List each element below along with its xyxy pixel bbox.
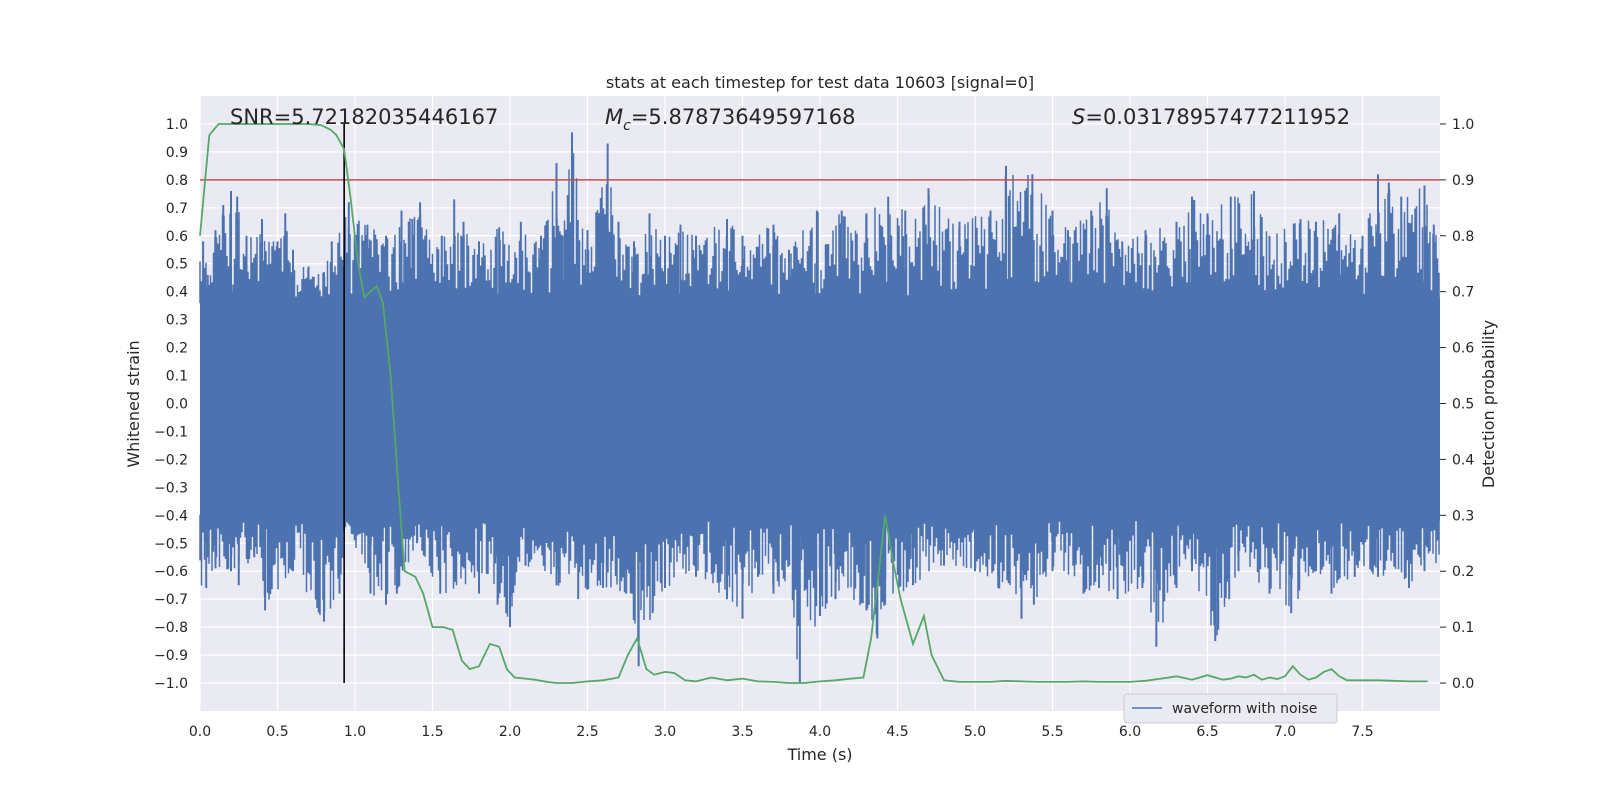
y-tick-label: 0.0 bbox=[166, 397, 188, 413]
waveform-series bbox=[199, 132, 1440, 684]
x-tick-label: 3.5 bbox=[731, 724, 753, 740]
legend-label: waveform with noise bbox=[1172, 701, 1317, 717]
y-tick-label: 0.6 bbox=[166, 229, 188, 245]
chirp-mass-annotation: Mc=5.87873649597168 bbox=[605, 105, 856, 134]
y-tick-label: 0.2 bbox=[166, 341, 188, 357]
y-tick-label: 0.5 bbox=[166, 257, 188, 273]
y2-tick-label: 0.9 bbox=[1452, 173, 1474, 189]
s-value: =0.03178957477211952 bbox=[1085, 105, 1350, 129]
y-tick-label: 0.4 bbox=[166, 285, 188, 301]
y2-tick-label: 0.1 bbox=[1452, 620, 1474, 636]
x-tick-label: 1.0 bbox=[344, 724, 366, 740]
legend: waveform with noise bbox=[1123, 693, 1338, 724]
y2-tick-label: 0.8 bbox=[1452, 229, 1474, 245]
x-tick-label: 4.0 bbox=[809, 724, 831, 740]
y-axis-label: Whitened strain bbox=[124, 340, 143, 467]
y-tick-label: 0.8 bbox=[166, 173, 188, 189]
y2-tick-label: 0.5 bbox=[1452, 397, 1474, 413]
y2-tick-label: 0.6 bbox=[1452, 341, 1474, 357]
y2-tick-label: 1.0 bbox=[1452, 117, 1474, 133]
s-symbol: S bbox=[1072, 105, 1085, 129]
y-tick-label: −0.3 bbox=[154, 480, 188, 496]
snr-annotation: SNR=5.72182035446167 bbox=[230, 105, 498, 129]
y-tick-label: 0.1 bbox=[166, 369, 188, 385]
y-tick-label: 0.9 bbox=[166, 145, 188, 161]
x-axis-label: Time (s) bbox=[786, 745, 852, 764]
x-tick-label: 0.0 bbox=[189, 724, 211, 740]
y2-axis-label: Detection probability bbox=[1479, 320, 1498, 488]
y-tick-label: −1.0 bbox=[154, 676, 188, 692]
x-tick-label: 7.0 bbox=[1274, 724, 1296, 740]
y2-tick-label: 0.7 bbox=[1452, 285, 1474, 301]
overlay-lines bbox=[200, 123, 1440, 684]
chirp-mass-value: =5.87873649597168 bbox=[631, 105, 856, 129]
x-tick-label: 5.0 bbox=[964, 724, 986, 740]
chirp-mass-subscript: c bbox=[623, 118, 631, 134]
y2-tick-label: 0.0 bbox=[1452, 676, 1474, 692]
chirp-mass-symbol: M bbox=[605, 105, 623, 129]
y2-tick-label: 0.2 bbox=[1452, 564, 1474, 580]
y-tick-label: −0.7 bbox=[154, 592, 188, 608]
waveform-core-band bbox=[200, 297, 1440, 521]
y2-tick-label: 0.3 bbox=[1452, 508, 1474, 524]
x-tick-label: 6.5 bbox=[1196, 724, 1218, 740]
x-tick-label: 2.0 bbox=[499, 724, 521, 740]
y-tick-label: 0.7 bbox=[166, 201, 188, 217]
legend-box bbox=[1123, 693, 1338, 724]
y-tick-label: −0.2 bbox=[154, 452, 188, 468]
x-tick-label: 7.5 bbox=[1351, 724, 1373, 740]
x-tick-label: 3.0 bbox=[654, 724, 676, 740]
y-tick-label: −0.1 bbox=[154, 424, 188, 440]
x-tick-label: 2.5 bbox=[576, 724, 598, 740]
x-tick-label: 4.5 bbox=[886, 724, 908, 740]
ticks: 0.0 0.5 1.0 1.5 2.0 2.5 3.0 3.5 4.0 4.5 5.0 5.5 6.0 6… bbox=[154, 117, 1474, 740]
probability-series bbox=[199, 123, 1428, 684]
detection-probability-line bbox=[199, 123, 1428, 684]
y-tick-label: −0.8 bbox=[154, 620, 188, 636]
chart-title: stats at each timestep for test data 106… bbox=[606, 73, 1034, 92]
s-annotation: S=0.03178957477211952 bbox=[1072, 105, 1350, 129]
y-tick-label: −0.6 bbox=[154, 564, 188, 580]
y-tick-label: −0.9 bbox=[154, 648, 188, 664]
x-tick-label: 0.5 bbox=[266, 724, 288, 740]
y-tick-label: 1.0 bbox=[166, 117, 188, 133]
y2-tick-label: 0.4 bbox=[1452, 452, 1474, 468]
x-tick-label: 1.5 bbox=[421, 724, 443, 740]
y-tick-label: 0.3 bbox=[166, 313, 188, 329]
x-tick-label: 6.0 bbox=[1119, 724, 1141, 740]
y-tick-label: −0.5 bbox=[154, 536, 188, 552]
x-tick-label: 5.5 bbox=[1041, 724, 1063, 740]
y-tick-label: −0.4 bbox=[154, 508, 188, 524]
